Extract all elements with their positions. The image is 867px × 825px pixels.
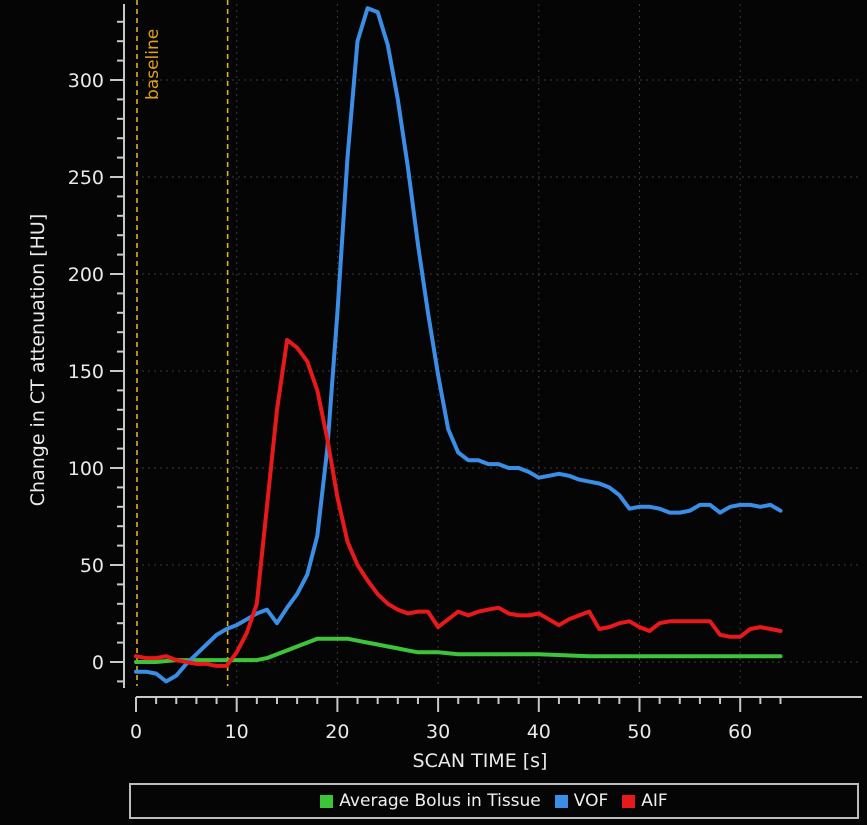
svg-text:30: 30: [426, 721, 450, 743]
grid-lines: [136, 4, 860, 686]
legend-label: AIF: [641, 791, 668, 811]
svg-text:Change in CT attenuation [HU]: Change in CT attenuation [HU]: [27, 214, 49, 506]
baseline-markers: baseline: [136, 0, 229, 686]
svg-text:60: 60: [728, 721, 752, 743]
legend: Average Bolus in Tissue VOF AIF: [129, 783, 859, 819]
axes: 0 50 100 150 200 250 300 0 10 20 30 40 50 60 SCAN TIME…: [27, 4, 862, 772]
data-series: [134, 6, 783, 684]
svg-text:0: 0: [130, 721, 142, 743]
svg-text:40: 40: [527, 721, 551, 743]
legend-label: VOF: [573, 791, 609, 811]
legend-item-vof: VOF: [554, 791, 609, 811]
svg-text:SCAN TIME [s]: SCAN TIME [s]: [413, 750, 548, 772]
svg-text:150: 150: [68, 361, 104, 383]
green-swatch-icon: [320, 794, 334, 808]
svg-text:50: 50: [627, 721, 651, 743]
svg-text:20: 20: [325, 721, 349, 743]
legend-label: Average Bolus in Tissue: [339, 791, 541, 811]
legend-item-aif: AIF: [622, 791, 668, 811]
blue-swatch-icon: [554, 794, 568, 808]
svg-text:50: 50: [80, 555, 104, 577]
svg-text:10: 10: [225, 721, 249, 743]
red-swatch-icon: [622, 794, 636, 808]
svg-text:baseline: baseline: [143, 29, 163, 100]
legend-item-tissue: Average Bolus in Tissue: [320, 791, 541, 811]
svg-text:100: 100: [68, 458, 104, 480]
svg-text:200: 200: [68, 264, 104, 286]
svg-text:250: 250: [68, 167, 104, 189]
svg-text:0: 0: [92, 652, 104, 674]
svg-text:300: 300: [68, 70, 104, 92]
